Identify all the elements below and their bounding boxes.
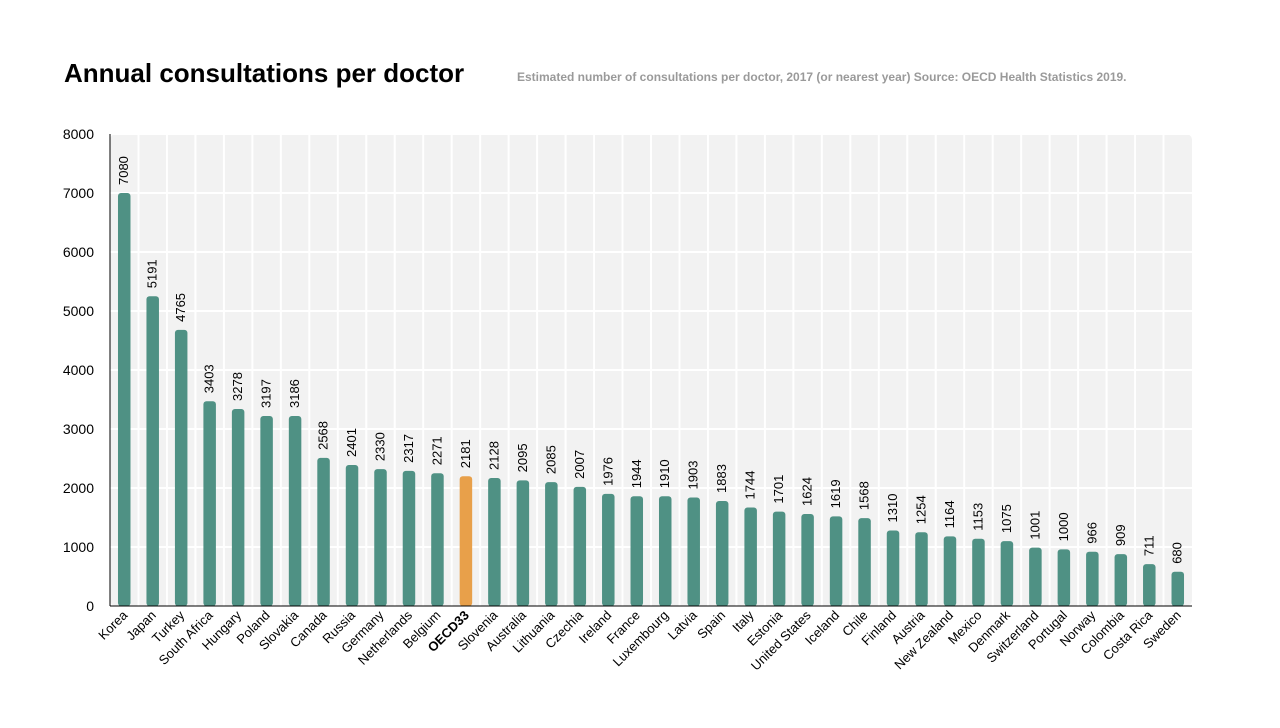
- data-label: 1883: [714, 464, 729, 493]
- bar: [203, 401, 216, 606]
- data-label: 5191: [145, 259, 160, 288]
- data-label: 2271: [429, 436, 444, 465]
- data-label: 2181: [458, 439, 473, 468]
- bar: [260, 416, 273, 606]
- data-label: 1744: [743, 471, 758, 500]
- data-label: 3197: [259, 379, 274, 408]
- data-label: 3278: [230, 372, 245, 401]
- bar: [972, 538, 985, 606]
- bar: [488, 477, 501, 606]
- bar: [1171, 571, 1185, 606]
- y-tick-label: 8000: [63, 126, 94, 142]
- x-tick-label: Latvia: [665, 607, 701, 643]
- y-tick-label: 4000: [63, 362, 94, 378]
- y-tick-label: 7000: [63, 185, 94, 201]
- bar: [231, 408, 245, 606]
- y-tick-label: 2000: [63, 480, 94, 496]
- bar: [915, 532, 928, 606]
- y-axis-ticks: 0 1000 2000 3000 4000 5000 6000 7000 8000: [63, 126, 94, 614]
- data-label: 1568: [857, 481, 872, 510]
- bar: [943, 536, 957, 606]
- data-label: 1075: [999, 504, 1014, 533]
- bar: [117, 193, 131, 606]
- bar: [1086, 551, 1099, 606]
- y-tick-label: 1000: [63, 539, 94, 555]
- bar: [1057, 549, 1071, 606]
- chart-title: Annual consultations per doctor: [64, 58, 465, 88]
- data-label: 1000: [1056, 512, 1071, 541]
- chart-subtitle: Estimated number of consultations per do…: [517, 70, 1127, 84]
- bar: [146, 296, 159, 606]
- data-label: 966: [1084, 522, 1099, 544]
- x-tick-label: Korea: [95, 607, 131, 643]
- bar: [459, 476, 473, 606]
- bar: [772, 511, 786, 606]
- data-label: 1903: [686, 461, 701, 490]
- data-label: 7080: [116, 156, 131, 185]
- data-label: 2568: [316, 421, 331, 450]
- data-label: 1153: [970, 503, 985, 531]
- data-label: 1254: [914, 495, 929, 524]
- grid-lines: [110, 133, 1192, 606]
- x-tick-label: Spain: [694, 608, 728, 642]
- y-tick-label: 5000: [63, 303, 94, 319]
- data-label: 2007: [572, 450, 587, 479]
- bar: [345, 464, 359, 606]
- data-label: 2317: [401, 434, 416, 463]
- bar: [374, 469, 387, 606]
- bar: [1114, 554, 1128, 606]
- bar: [801, 513, 814, 606]
- data-label: 1624: [800, 477, 815, 506]
- bar: [829, 516, 843, 606]
- data-label: 909: [1113, 524, 1128, 546]
- bar: [687, 497, 700, 606]
- bar: [402, 470, 416, 606]
- bar: [516, 480, 530, 606]
- data-label: 2330: [373, 432, 388, 461]
- y-tick-label: 0: [86, 598, 94, 614]
- bar: [431, 473, 444, 606]
- bar: [744, 507, 757, 606]
- data-label: 4765: [173, 293, 188, 322]
- bar: [317, 457, 330, 606]
- data-label: 3186: [287, 379, 302, 408]
- bar: [858, 518, 871, 606]
- data-label: 680: [1170, 542, 1185, 564]
- bar: [715, 500, 729, 606]
- bar: [174, 329, 188, 606]
- bar: [1029, 547, 1042, 606]
- bar: [288, 416, 302, 606]
- data-label: 2401: [344, 428, 359, 457]
- data-label: 1910: [657, 459, 672, 488]
- data-label: 1701: [771, 475, 786, 504]
- y-tick-label: 6000: [63, 244, 94, 260]
- bar: [658, 496, 672, 606]
- bar: [573, 486, 587, 606]
- bar: [630, 496, 644, 606]
- data-label: 1310: [885, 494, 900, 523]
- bar: [602, 493, 615, 606]
- bar: [886, 530, 900, 606]
- bars: [117, 193, 1185, 606]
- value-labels: 7080 5191 4765 3403 3278 3197 3186 2568 2401 2330…: [116, 156, 1185, 564]
- data-label: 2085: [543, 445, 558, 474]
- bar: [1143, 564, 1156, 606]
- y-tick-label: 3000: [63, 421, 94, 437]
- data-label: 1944: [629, 459, 644, 488]
- data-label: 1976: [600, 457, 615, 486]
- data-label: 1164: [942, 500, 957, 528]
- data-label: 1619: [828, 479, 843, 508]
- data-label: 3403: [202, 364, 217, 393]
- data-label: 711: [1141, 535, 1156, 556]
- data-label: 2128: [486, 441, 501, 470]
- data-label: 2095: [515, 443, 530, 472]
- bar: [545, 482, 558, 606]
- bar: [1000, 541, 1014, 606]
- data-label: 1001: [1027, 511, 1042, 540]
